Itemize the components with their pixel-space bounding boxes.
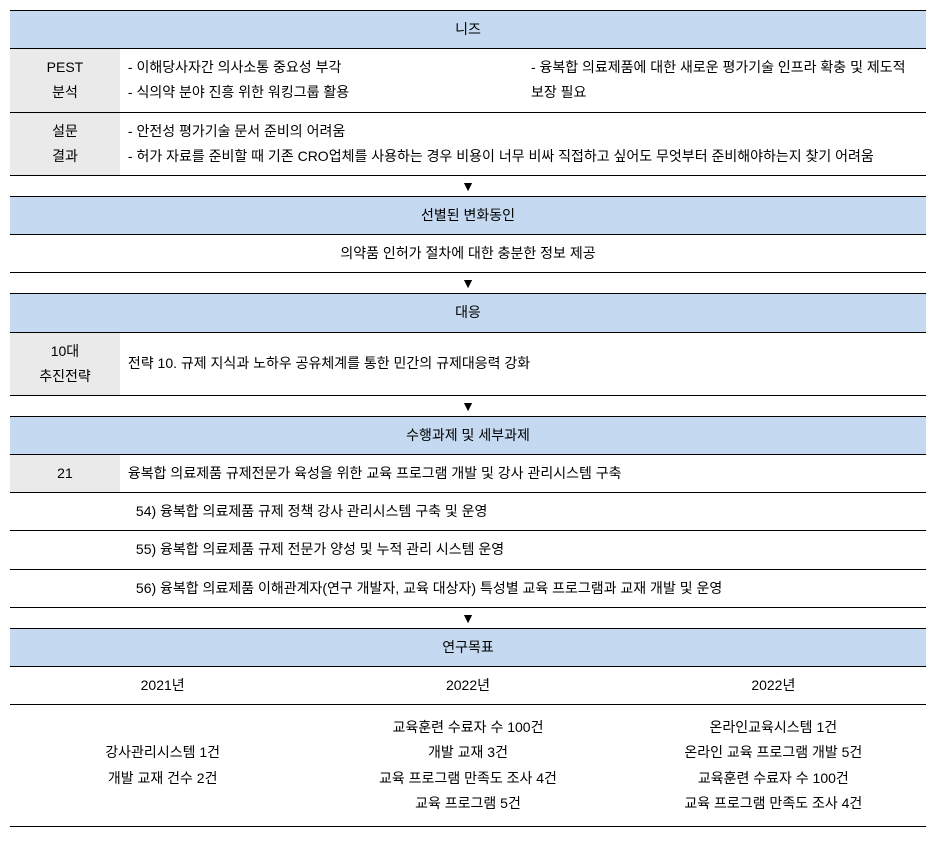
tasks-header-row: 수행과제 및 세부과제	[10, 416, 926, 454]
survey-row: 설문 결과 - 안전성 평가기술 문서 준비의 어려움 - 허가 자료를 준비할…	[10, 112, 926, 175]
tasks-sub-row: 56) 융복합 의료제품 이해관계자(연구 개발자, 교육 대상자) 특성별 교…	[10, 569, 926, 607]
driver-title: 선별된 변화동인	[10, 196, 926, 234]
response-table: 대응 10대 추진전략 전략 10. 규제 지식과 노하우 공유체계를 통한 민…	[10, 293, 926, 396]
goals-year-1: 2022년	[315, 667, 620, 705]
tasks-sub-row: 55) 융복합 의료제품 규제 전문가 양성 및 누적 관리 시스템 운영	[10, 531, 926, 569]
driver-content-row: 의약품 인허가 절차에 대한 충분한 정보 제공	[10, 235, 926, 273]
survey-content: - 안전성 평가기술 문서 준비의 어려움 - 허가 자료를 준비할 때 기존 …	[120, 112, 926, 175]
tasks-main-content: 융복합 의료제품 규제전문가 육성을 위한 교육 프로그램 개발 및 강사 관리…	[120, 455, 926, 493]
response-header-row: 대응	[10, 294, 926, 332]
pest-row: PEST 분석 - 이해당사자간 의사소통 중요성 부각 - 식의약 분야 진흥…	[10, 49, 926, 112]
tasks-sub-empty	[10, 569, 120, 607]
tasks-sub-2: 56) 융복합 의료제품 이해관계자(연구 개발자, 교육 대상자) 특성별 교…	[120, 569, 926, 607]
tasks-sub-1: 55) 융복합 의료제품 규제 전문가 양성 및 누적 관리 시스템 운영	[120, 531, 926, 569]
arrow-icon: ▼	[10, 273, 926, 293]
response-label: 10대 추진전략	[10, 332, 120, 395]
goals-year-2: 2022년	[621, 667, 926, 705]
tasks-sub-row: 54) 융복합 의료제품 규제 정책 강사 관리시스템 구축 및 운영	[10, 493, 926, 531]
tasks-table: 수행과제 및 세부과제 21 융복합 의료제품 규제전문가 육성을 위한 교육 …	[10, 416, 926, 608]
goals-body-row: 강사관리시스템 1건 개발 교재 건수 2건 교육훈련 수료자 수 100건 개…	[10, 705, 926, 827]
arrow-icon: ▼	[10, 608, 926, 628]
goals-col-2: 온라인교육시스템 1건 온라인 교육 프로그램 개발 5건 교육훈련 수료자 수…	[621, 705, 926, 827]
tasks-main-num: 21	[10, 455, 120, 493]
tasks-title: 수행과제 및 세부과제	[10, 416, 926, 454]
needs-header-row: 니즈	[10, 11, 926, 49]
tasks-main-row: 21 융복합 의료제품 규제전문가 육성을 위한 교육 프로그램 개발 및 강사…	[10, 455, 926, 493]
response-title: 대응	[10, 294, 926, 332]
driver-header-row: 선별된 변화동인	[10, 196, 926, 234]
arrow-icon: ▼	[10, 396, 926, 416]
goals-title: 연구목표	[10, 628, 926, 666]
needs-title: 니즈	[10, 11, 926, 49]
survey-label: 설문 결과	[10, 112, 120, 175]
goals-years-row: 2021년 2022년 2022년	[10, 667, 926, 705]
driver-table: 선별된 변화동인 의약품 인허가 절차에 대한 충분한 정보 제공	[10, 196, 926, 273]
tasks-sub-empty	[10, 531, 120, 569]
arrow-icon: ▼	[10, 176, 926, 196]
response-row: 10대 추진전략 전략 10. 규제 지식과 노하우 공유체계를 통한 민간의 …	[10, 332, 926, 395]
tasks-sub-0: 54) 융복합 의료제품 규제 정책 강사 관리시스템 구축 및 운영	[120, 493, 926, 531]
goals-year-0: 2021년	[10, 667, 315, 705]
needs-table: 니즈 PEST 분석 - 이해당사자간 의사소통 중요성 부각 - 식의약 분야…	[10, 10, 926, 176]
pest-right: - 융복합 의료제품에 대한 새로운 평가기술 인프라 확충 및 제도적 보장 …	[523, 49, 926, 112]
goals-col-1: 교육훈련 수료자 수 100건 개발 교재 3건 교육 프로그램 만족도 조사 …	[315, 705, 620, 827]
goals-header-row: 연구목표	[10, 628, 926, 666]
tasks-sub-empty	[10, 493, 120, 531]
goals-col-0: 강사관리시스템 1건 개발 교재 건수 2건	[10, 705, 315, 827]
driver-content: 의약품 인허가 절차에 대한 충분한 정보 제공	[10, 235, 926, 273]
response-content: 전략 10. 규제 지식과 노하우 공유체계를 통한 민간의 규제대응력 강화	[120, 332, 926, 395]
pest-left: - 이해당사자간 의사소통 중요성 부각 - 식의약 분야 진흥 위한 워킹그룹…	[120, 49, 523, 112]
pest-label: PEST 분석	[10, 49, 120, 112]
goals-table: 연구목표 2021년 2022년 2022년 강사관리시스템 1건 개발 교재 …	[10, 628, 926, 827]
